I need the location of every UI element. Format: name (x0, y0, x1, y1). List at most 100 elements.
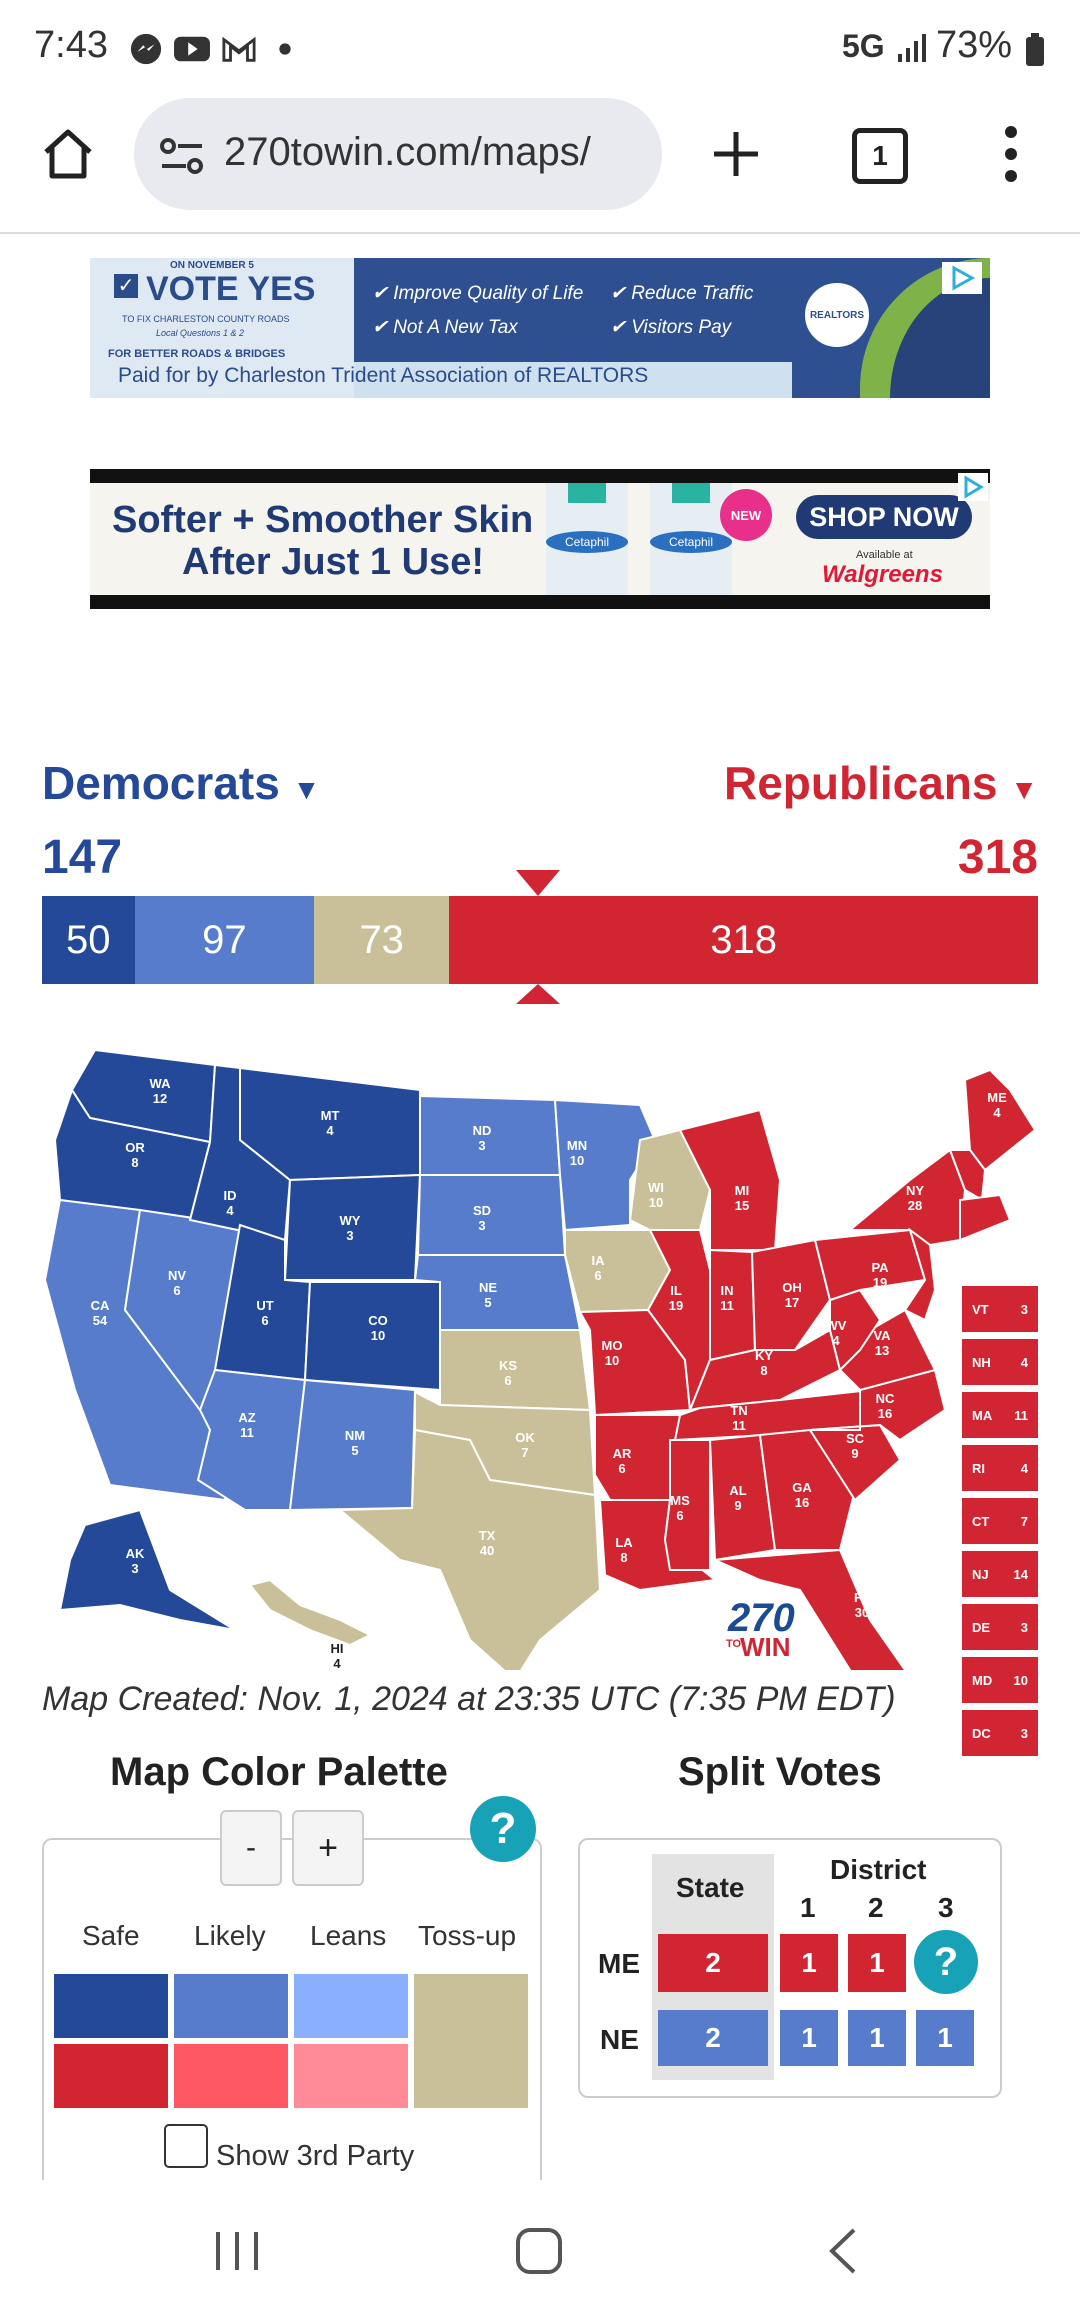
swatch-leans-rep[interactable] (294, 2044, 408, 2108)
state-label-IA: IA (592, 1253, 606, 1268)
state-ev-ME: 4 (993, 1105, 1001, 1120)
home-icon[interactable] (38, 124, 98, 184)
url-text[interactable]: 270towin.com/maps/ (224, 130, 591, 174)
state-ev-MN: 10 (570, 1153, 584, 1168)
chevron-down-icon: ▼ (1010, 774, 1038, 805)
state-ev-GA: 16 (795, 1495, 809, 1510)
state-AZ[interactable] (196, 1368, 307, 1511)
signal-icon (898, 34, 926, 62)
state-SD[interactable] (416, 1174, 567, 1256)
state-ev-AL: 9 (734, 1498, 741, 1513)
small-state-MD[interactable]: MD 10 (962, 1657, 1038, 1703)
ad1-sub1: TO FIX CHARLESTON COUNTY ROADS (122, 314, 290, 324)
state-label-WA: WA (150, 1076, 172, 1091)
adchoices-icon[interactable] (958, 473, 988, 501)
split-me-state[interactable]: 2 (658, 1934, 768, 1992)
swatch-safe-rep[interactable] (54, 2044, 168, 2108)
state-NC[interactable] (809, 1368, 947, 1442)
ad-banner-cetaphil[interactable]: Softer + Smoother Skin After Just 1 Use!… (90, 469, 990, 609)
more-menu-icon[interactable] (996, 122, 1026, 186)
state-AK[interactable] (58, 1508, 236, 1631)
state-ev-WA: 12 (153, 1091, 167, 1106)
android-nav-bar (0, 2188, 1080, 2316)
adchoices-icon[interactable] (942, 262, 982, 294)
small-state-DC[interactable]: DC 3 (962, 1710, 1038, 1756)
palette-help-button[interactable]: ? (470, 1796, 536, 1862)
swatch-safe-dem[interactable] (54, 1974, 168, 2038)
small-state-ev: 4 (1020, 1354, 1028, 1370)
split-ne-d3[interactable]: 1 (916, 2010, 974, 2066)
state-label-SC: SC (846, 1431, 865, 1446)
state-MA-area[interactable] (959, 1193, 1012, 1242)
home-nav-icon[interactable] (514, 2226, 564, 2276)
state-label-KY: KY (755, 1348, 773, 1363)
clock: 7:43 (34, 24, 108, 66)
split-district-1: 1 (800, 1892, 816, 1923)
split-ne-state[interactable]: 2 (658, 2010, 768, 2066)
state-FL[interactable] (714, 1548, 907, 1670)
small-state-NH[interactable]: NH 4 (962, 1339, 1038, 1385)
state-label-MT: MT (321, 1108, 340, 1123)
state-label-NM: NM (345, 1428, 365, 1443)
address-bar[interactable] (134, 98, 662, 210)
ad2-brand-2: Cetaphil (650, 531, 732, 553)
small-state-VT[interactable]: VT 3 (962, 1286, 1038, 1332)
small-state-DE[interactable]: DE 3 (962, 1604, 1038, 1650)
state-label-KS: KS (499, 1358, 517, 1373)
state-NJ-area[interactable] (903, 1227, 937, 1322)
split-ne-d1[interactable]: 1 (780, 2010, 838, 2066)
state-HI[interactable] (248, 1578, 373, 1647)
split-row-me-label: ME (598, 1948, 640, 1979)
ad-banner-realtors[interactable]: ON NOVEMBER 5 ✓ VOTE YES TO FIX CHARLEST… (90, 258, 990, 398)
state-ev-HI: 4 (333, 1656, 341, 1670)
state-label-LA: LA (615, 1535, 633, 1550)
split-me-d2[interactable]: 1 (848, 1934, 906, 1992)
republicans-dropdown[interactable]: Republicans ▼ (723, 757, 1038, 809)
state-ev-AZ: 11 (240, 1425, 254, 1440)
state-PA[interactable] (813, 1228, 927, 1302)
ad2-headline-1: Softer + Smoother Skin (112, 499, 534, 541)
swatch-leans-dem[interactable] (294, 1974, 408, 2038)
small-state-NJ[interactable]: NJ 14 (962, 1551, 1038, 1597)
split-me-d3-help[interactable]: ? (914, 1930, 978, 1994)
recent-apps-icon[interactable] (212, 2228, 262, 2274)
tab-switcher-button[interactable]: 1 (852, 128, 908, 184)
state-NE-small[interactable] (948, 1149, 987, 1202)
small-state-abbr: VT (972, 1301, 989, 1317)
state-label-UT: UT (256, 1298, 273, 1313)
state-OH[interactable] (750, 1238, 832, 1351)
bar-segment-3: 318 (449, 896, 1038, 984)
dem-electoral-total: 147 (42, 831, 123, 884)
back-icon[interactable] (824, 2226, 860, 2276)
state-label-IN: IN (721, 1283, 734, 1298)
swatch-likely-rep[interactable] (174, 2044, 288, 2108)
palette-minus-button[interactable]: - (220, 1810, 282, 1886)
swatch-likely-dem[interactable] (174, 1974, 288, 2038)
site-settings-icon[interactable] (158, 134, 206, 178)
state-MN[interactable] (553, 1098, 657, 1232)
small-state-CT[interactable]: CT 7 (962, 1498, 1038, 1544)
state-TX[interactable] (337, 1428, 602, 1670)
swatch-tossup[interactable] (414, 1974, 528, 2108)
state-NE[interactable] (413, 1254, 582, 1331)
small-state-RI[interactable]: RI 4 (962, 1445, 1038, 1491)
ad1-point-4: ✔ Visitors Pay (610, 317, 732, 338)
show-3rd-party-checkbox[interactable] (164, 2124, 208, 2168)
democrats-dropdown[interactable]: Democrats ▼ (42, 757, 321, 809)
state-AR[interactable] (594, 1414, 682, 1501)
checkbox-icon: ✓ (114, 274, 138, 298)
state-ev-KS: 6 (504, 1373, 511, 1388)
state-ev-NV: 6 (173, 1283, 180, 1298)
state-ME[interactable] (963, 1068, 1037, 1172)
shop-now-button[interactable]: SHOP NOW (796, 495, 972, 539)
split-me-d1[interactable]: 1 (780, 1934, 838, 1992)
state-label-TN: TN (730, 1403, 747, 1418)
new-tab-icon[interactable] (708, 126, 764, 182)
palette-plus-button[interactable]: + (292, 1810, 364, 1886)
state-label-CO: CO (368, 1313, 388, 1328)
state-label-IL: IL (670, 1283, 682, 1298)
small-state-ev: 10 (1013, 1672, 1028, 1688)
small-state-MA[interactable]: MA 11 (962, 1392, 1038, 1438)
split-ne-d2[interactable]: 1 (848, 2010, 906, 2066)
